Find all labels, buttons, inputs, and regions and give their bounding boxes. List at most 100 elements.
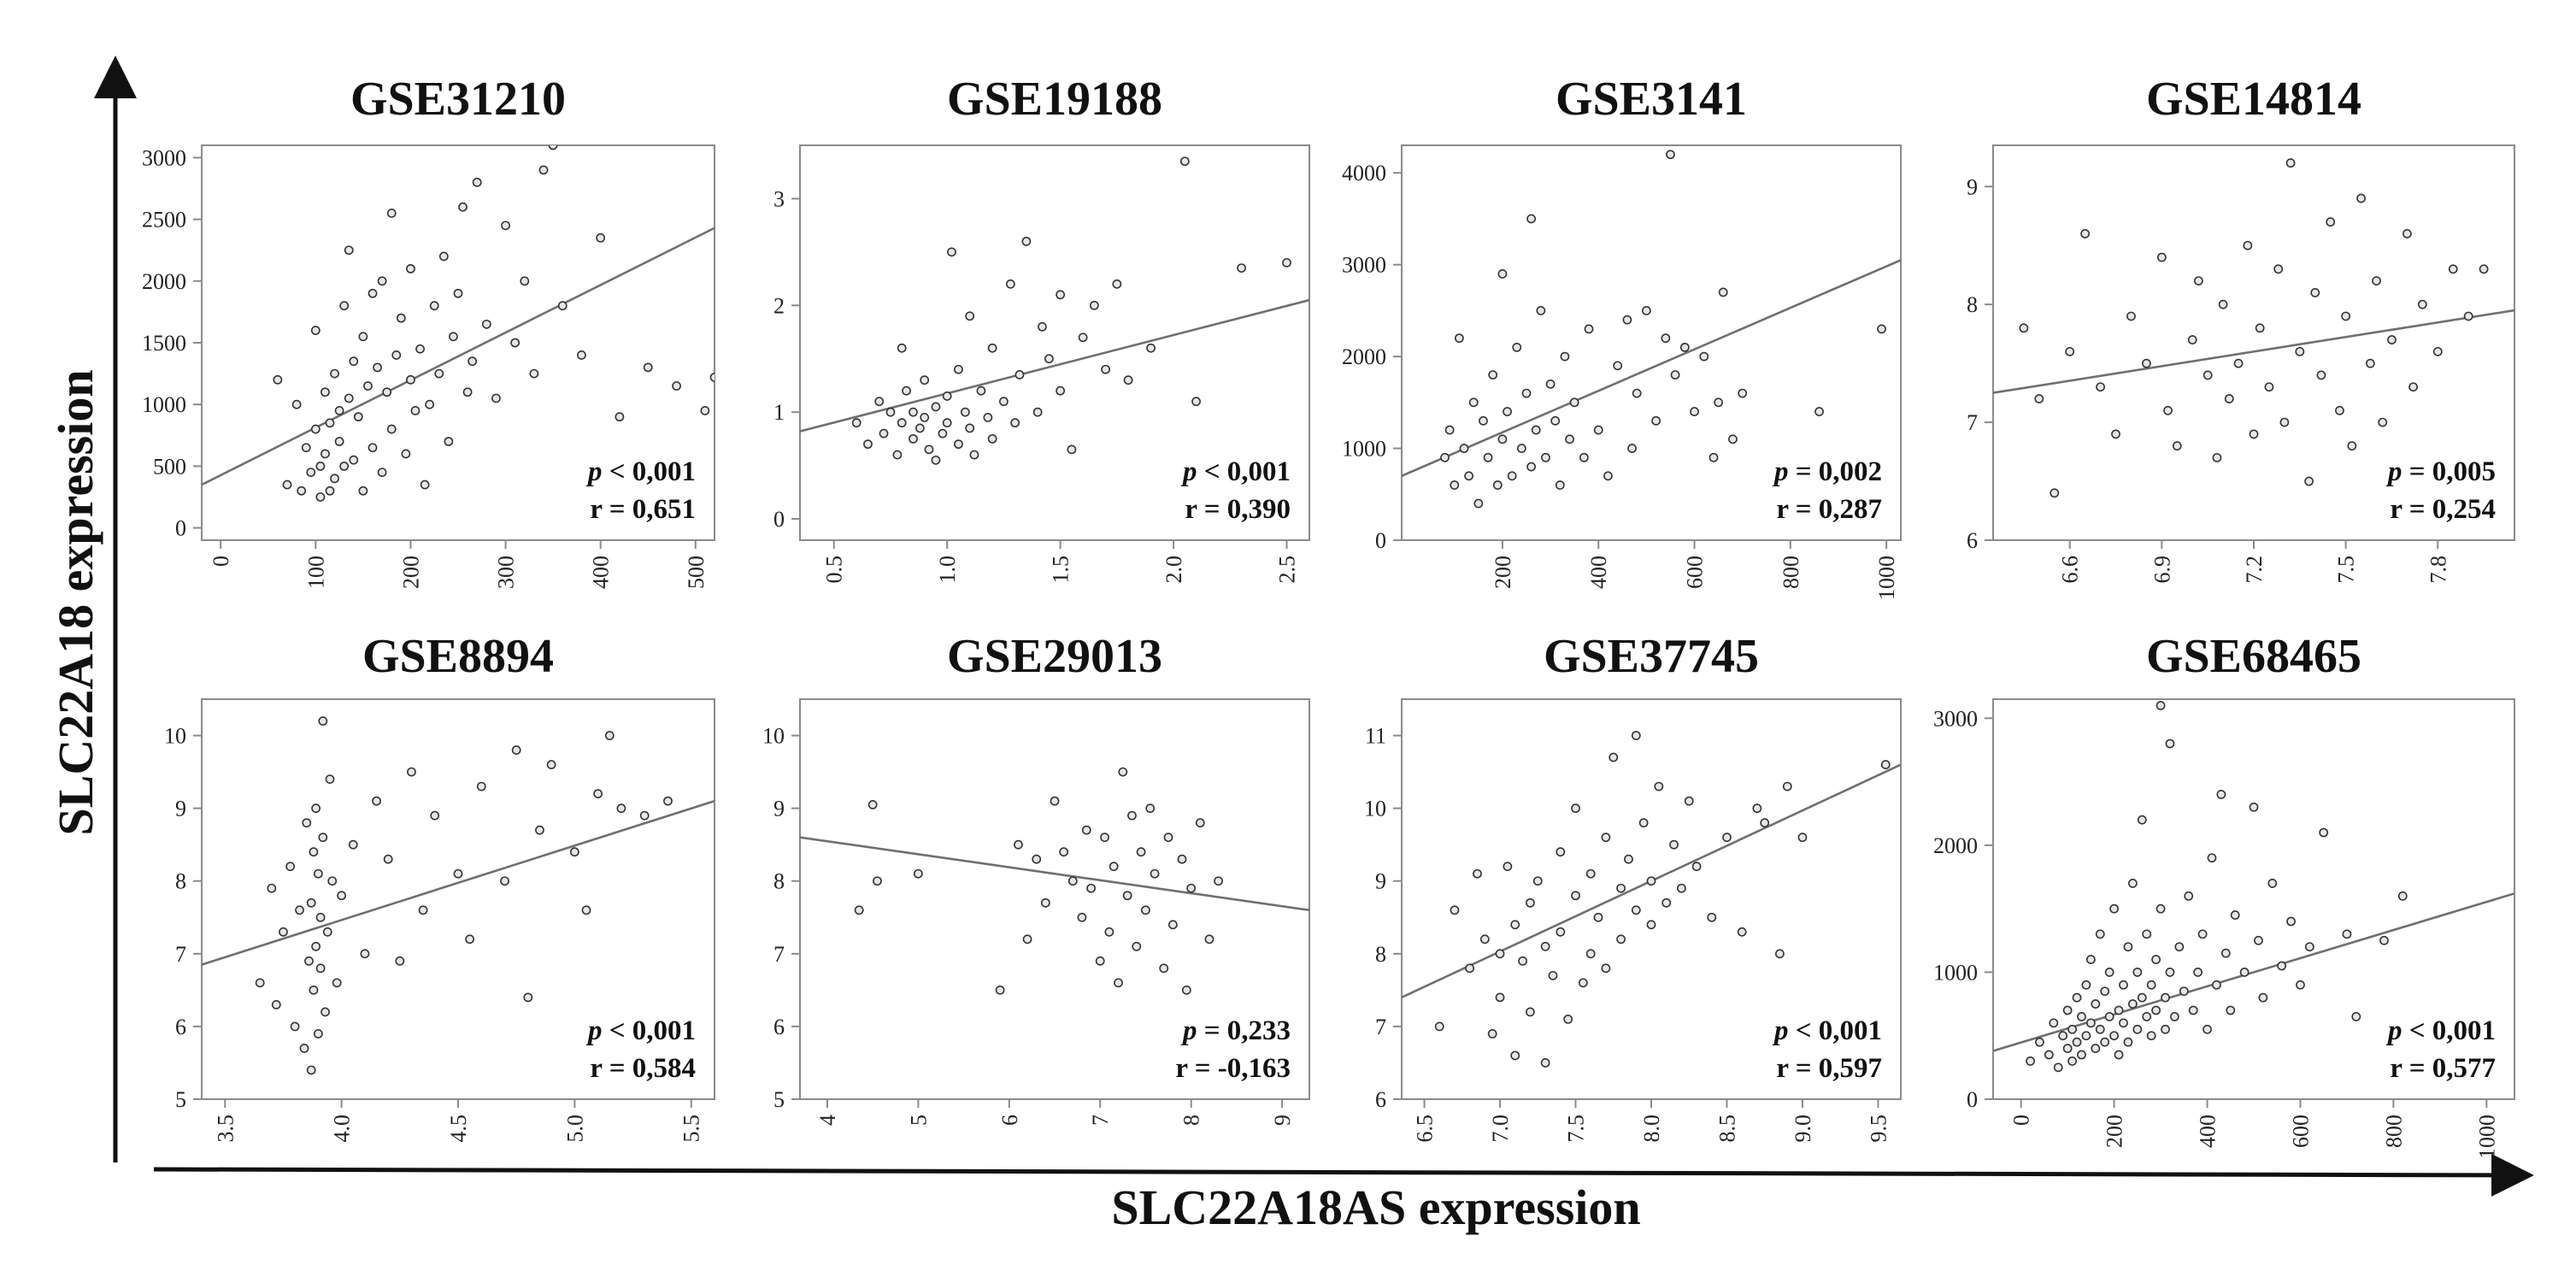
data-point xyxy=(476,781,486,792)
data-point xyxy=(271,999,281,1009)
data-point xyxy=(1536,305,1546,315)
data-point xyxy=(902,385,911,396)
data-point xyxy=(2085,1018,2096,1028)
data-point xyxy=(915,423,925,433)
data-point xyxy=(2216,790,2226,799)
data-point xyxy=(2258,992,2268,1003)
x-tick-label: 7 xyxy=(1088,1115,1113,1126)
data-point xyxy=(976,385,986,396)
data-point xyxy=(2123,1037,2133,1047)
data-point xyxy=(2403,229,2412,238)
data-point xyxy=(511,745,521,755)
x-axis-arrow xyxy=(153,1153,2534,1197)
data-point xyxy=(1616,883,1626,893)
data-point xyxy=(1015,370,1025,380)
p-value: = 0,005 xyxy=(2402,456,2496,487)
regression-line xyxy=(1993,892,2514,1052)
data-point xyxy=(520,276,530,286)
data-point xyxy=(2347,441,2357,451)
data-point xyxy=(2197,929,2208,939)
data-point xyxy=(1531,425,1541,435)
x-tick-label: 300 xyxy=(494,556,519,589)
data-point xyxy=(1497,434,1508,444)
data-point xyxy=(318,833,328,843)
data-point xyxy=(1718,287,1728,297)
data-point xyxy=(2072,1037,2082,1047)
data-point xyxy=(1593,912,1603,922)
data-point xyxy=(2172,441,2182,451)
x-tick-label: 600 xyxy=(1683,556,1708,589)
y-tick-label: 5 xyxy=(773,1087,785,1112)
data-point xyxy=(1738,388,1748,398)
p-symbol: p xyxy=(585,456,603,487)
data-point xyxy=(372,796,381,806)
x-tick-label: 200 xyxy=(1491,556,1515,589)
x-tick-label: 6.9 xyxy=(2150,556,2174,584)
data-point xyxy=(1191,397,1201,407)
y-tick-label: 0 xyxy=(773,507,785,532)
data-point xyxy=(348,839,358,850)
data-point xyxy=(1440,452,1450,462)
data-point xyxy=(2050,488,2060,498)
data-point xyxy=(1560,351,1570,362)
data-point xyxy=(458,202,468,212)
data-point xyxy=(1067,876,1078,886)
r-value-annotation: r = 0,577 xyxy=(2390,1053,2496,1084)
data-point xyxy=(2218,299,2228,309)
data-point xyxy=(2146,1031,2156,1041)
y-tick-label: 0 xyxy=(175,516,186,541)
data-point xyxy=(639,810,650,821)
regression-line xyxy=(800,298,1309,433)
data-point xyxy=(344,245,354,256)
data-point xyxy=(1468,397,1479,408)
data-point xyxy=(2255,323,2265,333)
p-value: < 0,001 xyxy=(602,1015,696,1046)
data-point xyxy=(920,413,930,422)
data-point xyxy=(1483,452,1493,462)
x-tick-label: 7.0 xyxy=(1488,1115,1513,1143)
data-point xyxy=(1040,897,1050,908)
plot-marks xyxy=(800,767,1309,995)
x-tick-label: 500 xyxy=(684,556,709,589)
data-point xyxy=(999,397,1009,407)
data-point xyxy=(1136,847,1146,857)
data-point xyxy=(2137,992,2147,1003)
data-point xyxy=(2095,1024,2105,1034)
y-tick-label: 7 xyxy=(1967,410,1978,435)
data-point xyxy=(1459,444,1469,453)
data-point xyxy=(1661,897,1672,908)
data-point xyxy=(1579,452,1589,462)
data-point xyxy=(1032,407,1043,417)
data-point xyxy=(311,803,321,814)
data-point xyxy=(2285,158,2296,168)
data-point xyxy=(1127,810,1137,821)
data-point xyxy=(1059,847,1069,857)
data-point xyxy=(2109,903,2120,914)
regression-line xyxy=(202,799,715,966)
data-point xyxy=(1752,803,1762,814)
x-tick-label: 400 xyxy=(2196,1115,2220,1148)
data-point xyxy=(863,439,873,450)
y-tick-label: 6 xyxy=(1967,528,1978,553)
x-tick-label: 6 xyxy=(997,1115,1022,1126)
plot-frame xyxy=(201,144,715,541)
data-point xyxy=(2049,1018,2059,1028)
data-point xyxy=(1545,379,1556,389)
data-point xyxy=(2109,1031,2120,1041)
data-point xyxy=(2127,879,2138,888)
data-point xyxy=(2279,417,2290,427)
data-point xyxy=(425,399,435,409)
data-point xyxy=(2080,229,2091,238)
data-point xyxy=(1627,444,1637,453)
data-point xyxy=(2091,999,2101,1009)
data-point xyxy=(672,381,681,391)
data-point xyxy=(1728,434,1738,444)
data-point xyxy=(279,927,288,937)
data-point xyxy=(1877,324,1886,334)
data-point xyxy=(313,1029,323,1039)
data-point xyxy=(315,912,326,922)
data-point xyxy=(353,412,363,422)
data-point xyxy=(969,450,979,460)
data-point xyxy=(1670,370,1680,380)
plot-frame xyxy=(1401,698,1902,1100)
